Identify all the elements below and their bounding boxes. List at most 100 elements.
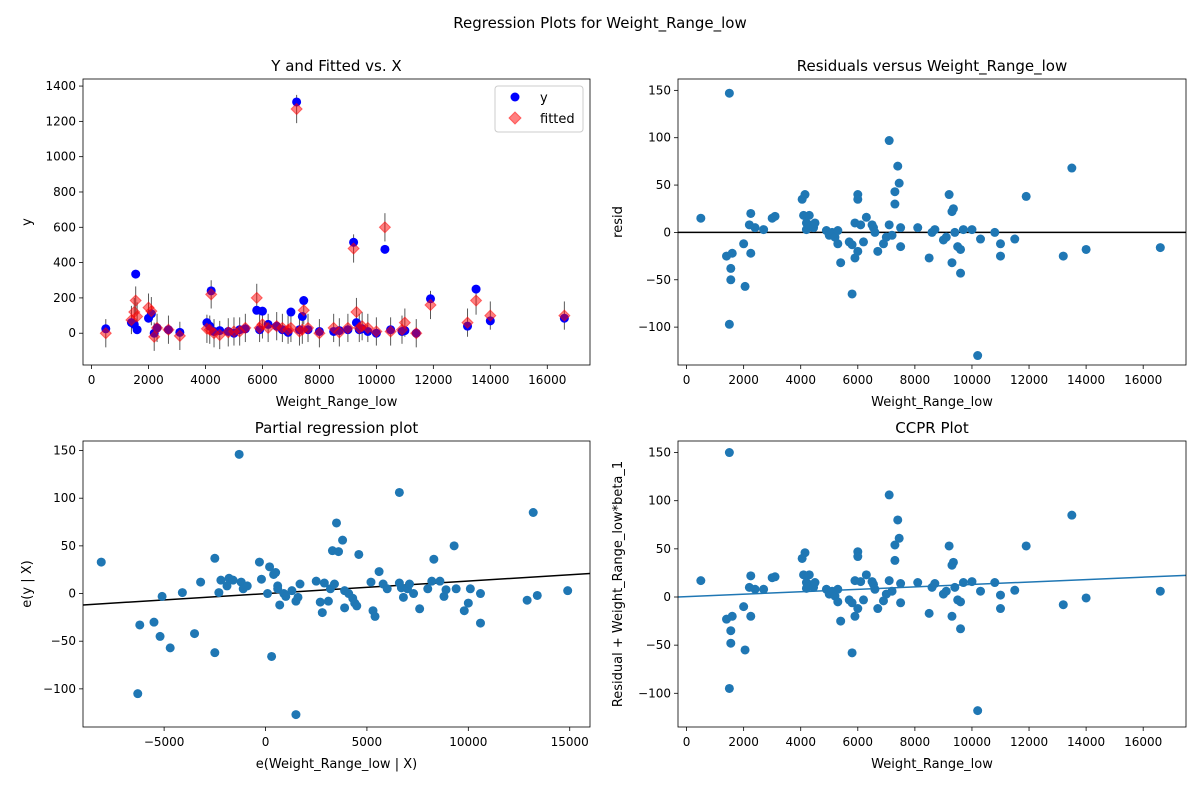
data-point	[329, 579, 339, 589]
x-axis-label: Weight_Range_low	[276, 395, 398, 410]
data-point	[995, 590, 1005, 600]
data-point	[726, 626, 736, 636]
data-point	[293, 592, 303, 602]
y-tick-label: 0	[68, 587, 76, 601]
fitted-point	[469, 294, 483, 307]
data-point	[976, 234, 986, 244]
data-point	[696, 213, 706, 223]
data-point	[967, 225, 977, 235]
data-point	[770, 211, 780, 221]
data-point	[334, 547, 344, 557]
axes-frame	[677, 78, 1187, 366]
data-point	[893, 515, 903, 525]
data-point	[216, 575, 226, 585]
data-point	[366, 577, 376, 587]
data-point	[739, 239, 749, 249]
y-tick-label: 150	[53, 444, 76, 458]
fitted-point	[204, 288, 218, 301]
data-point	[157, 591, 167, 601]
x-axis-label: Weight_Range_low	[871, 395, 993, 410]
fitted-point	[341, 321, 355, 335]
data-point	[281, 591, 291, 601]
data-point	[956, 624, 966, 634]
data-point	[563, 586, 573, 596]
data-point	[214, 588, 224, 598]
x-tick-label: 14000	[471, 373, 509, 387]
fitted-point	[129, 294, 142, 307]
data-point	[924, 253, 934, 263]
data-point	[427, 576, 437, 586]
x-tick-label: 0	[683, 735, 691, 749]
fitted-point	[410, 327, 423, 340]
x-tick-label: 8000	[304, 373, 335, 387]
y-tick-label: 0	[68, 326, 76, 340]
data-point	[896, 242, 906, 252]
data-point	[1058, 600, 1068, 610]
data-point	[956, 244, 966, 254]
fitted-point	[347, 242, 360, 255]
x-tick-label: 4000	[785, 735, 816, 749]
data-point	[873, 246, 883, 256]
y-tick-label: −50	[51, 634, 76, 648]
data-point	[995, 251, 1005, 261]
data-point	[291, 710, 301, 720]
data-point	[800, 190, 810, 200]
y-axis-label: y	[20, 218, 35, 226]
fitted-point	[378, 221, 392, 234]
data-point	[884, 220, 894, 230]
data-point	[944, 541, 954, 551]
y-tick-label: 1200	[45, 114, 76, 128]
x-tick-label: 10000	[953, 373, 991, 387]
data-point	[165, 643, 175, 653]
y-tick-label: 1400	[45, 79, 76, 93]
fitted-point	[398, 316, 412, 329]
y-tick-label: 50	[61, 539, 76, 553]
x-tick-label: 16000	[1124, 373, 1162, 387]
data-point	[810, 578, 820, 588]
data-point	[836, 258, 846, 268]
x-tick-label: 0	[683, 373, 691, 387]
data-point	[423, 584, 433, 594]
data-point	[1010, 585, 1020, 595]
data-point	[271, 568, 281, 578]
fitted-point	[313, 327, 326, 340]
y-tick-label: 200	[53, 291, 76, 305]
data-point	[930, 579, 940, 589]
data-point	[190, 629, 200, 639]
data-point	[254, 557, 264, 567]
axes-frame	[82, 78, 591, 366]
data-point	[770, 572, 780, 582]
data-point	[956, 268, 966, 278]
data-point	[1010, 234, 1020, 244]
x-tick-label: 4000	[190, 373, 221, 387]
data-point	[941, 232, 951, 242]
panel-title: Partial regression plot	[255, 419, 419, 437]
data-point	[409, 589, 419, 599]
data-point	[726, 275, 736, 285]
data-point	[724, 448, 734, 458]
partial-regression-panel: Partial regression plot e(Weight_Range_lo…	[20, 419, 591, 772]
data-point	[950, 582, 960, 592]
y-axis-label: Residual + Weight_Range_low*beta_1	[611, 461, 626, 707]
data-point	[853, 604, 863, 614]
data-point	[856, 577, 866, 587]
data-point	[804, 210, 814, 220]
plot-area	[678, 448, 1186, 716]
data-point	[948, 557, 958, 567]
data-point	[133, 689, 143, 699]
y-point	[299, 296, 309, 306]
data-point	[740, 281, 750, 291]
data-point	[370, 611, 380, 621]
data-point	[870, 584, 880, 594]
data-point	[528, 508, 538, 517]
axes-frame	[677, 440, 1187, 728]
y-tick-label: 800	[53, 185, 76, 199]
data-point	[1067, 163, 1077, 173]
y-axis-label: resid	[611, 206, 626, 238]
data-point	[853, 552, 863, 562]
data-point	[913, 578, 923, 588]
data-point	[847, 598, 857, 608]
data-point	[810, 218, 820, 228]
data-point	[930, 225, 940, 235]
data-point	[177, 588, 187, 598]
